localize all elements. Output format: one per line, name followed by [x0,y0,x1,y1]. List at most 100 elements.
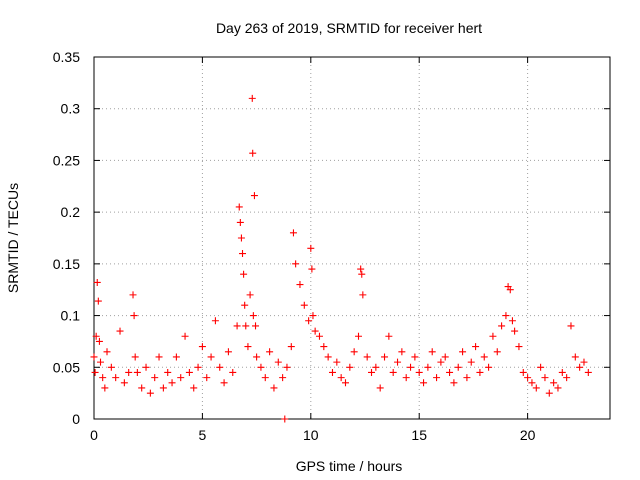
data-point [249,149,257,157]
data-point [376,384,384,392]
data-point [142,363,150,371]
data-point [420,379,428,387]
data-point [94,297,102,305]
data-point [274,358,282,366]
data-point [554,384,562,392]
y-tick-label: 0.25 [53,152,80,168]
data-point [411,353,419,361]
data-point [324,353,332,361]
data-point [311,327,319,335]
data-point [240,270,248,278]
data-point [235,203,243,211]
data-point [571,353,579,361]
data-point [90,353,98,361]
data-point [261,374,269,382]
data-point [93,278,101,286]
data-point [563,374,571,382]
y-tick-label: 0.2 [61,204,81,220]
data-point [567,322,575,330]
data-point [281,415,289,423]
tick-layer: 0 5 10 15 20 0 0.05 0.1 0.15 0.2 0.25 0.3 0.35 [53,49,610,443]
data-point [428,348,436,356]
data-point [446,368,454,376]
data-point [441,353,449,361]
data-point [190,384,198,392]
data-point [159,384,167,392]
data-point [532,384,540,392]
data-point [480,353,488,361]
data-point [372,363,380,371]
data-point [151,374,159,382]
data-point [541,374,549,382]
data-point [576,363,584,371]
data-point [357,265,365,273]
data-point [129,291,137,299]
data-point [168,379,176,387]
data-point [242,322,250,330]
y-tick-label: 0.15 [53,256,80,272]
x-tick-label: 15 [411,427,427,443]
data-point [394,358,402,366]
data-point [220,379,228,387]
data-point [116,327,124,335]
data-point [289,229,297,237]
data-point [211,317,219,325]
data-point [177,374,185,382]
data-point [508,317,516,325]
data-point [407,363,415,371]
data-point [101,384,109,392]
data-point [283,363,291,371]
data-point [131,353,139,361]
data-point [300,301,308,309]
data-point [97,358,105,366]
data-point [241,301,249,309]
data-point [506,286,514,294]
data-point [120,379,128,387]
data-point [185,368,193,376]
data-point [472,343,480,351]
data-point [309,312,317,320]
data-point [107,363,115,371]
points-layer [90,94,592,423]
data-point [558,368,566,376]
data-point [389,368,397,376]
data-point [515,343,523,351]
data-point [279,374,287,382]
data-point [467,358,475,366]
data-point [253,353,261,361]
data-point [237,234,245,242]
data-point [550,379,558,387]
data-point [315,332,323,340]
data-point [381,353,389,361]
data-point [194,363,202,371]
data-point [250,192,258,200]
data-point [328,368,336,376]
data-point [402,374,410,382]
data-point [476,368,484,376]
data-point [296,281,304,289]
data-point [146,389,154,397]
data-point [308,265,316,273]
y-tick-label: 0.3 [61,101,81,117]
y-tick-label: 0.05 [53,359,80,375]
data-point [95,337,103,345]
data-point [138,384,146,392]
y-axis-label: SRMTID / TECUs [5,183,21,293]
x-axis-label: GPS time / hours [296,458,403,474]
data-point [229,368,237,376]
data-point [236,218,244,226]
data-point [355,332,363,340]
data-point [292,260,300,268]
data-point [580,358,588,366]
data-point [125,368,133,376]
data-point [346,363,354,371]
data-point [333,358,341,366]
data-point [454,363,462,371]
x-tick-label: 0 [90,427,98,443]
data-point [320,343,328,351]
data-point [287,343,295,351]
grid-layer [94,57,610,419]
y-tick-label: 0.35 [53,49,80,65]
